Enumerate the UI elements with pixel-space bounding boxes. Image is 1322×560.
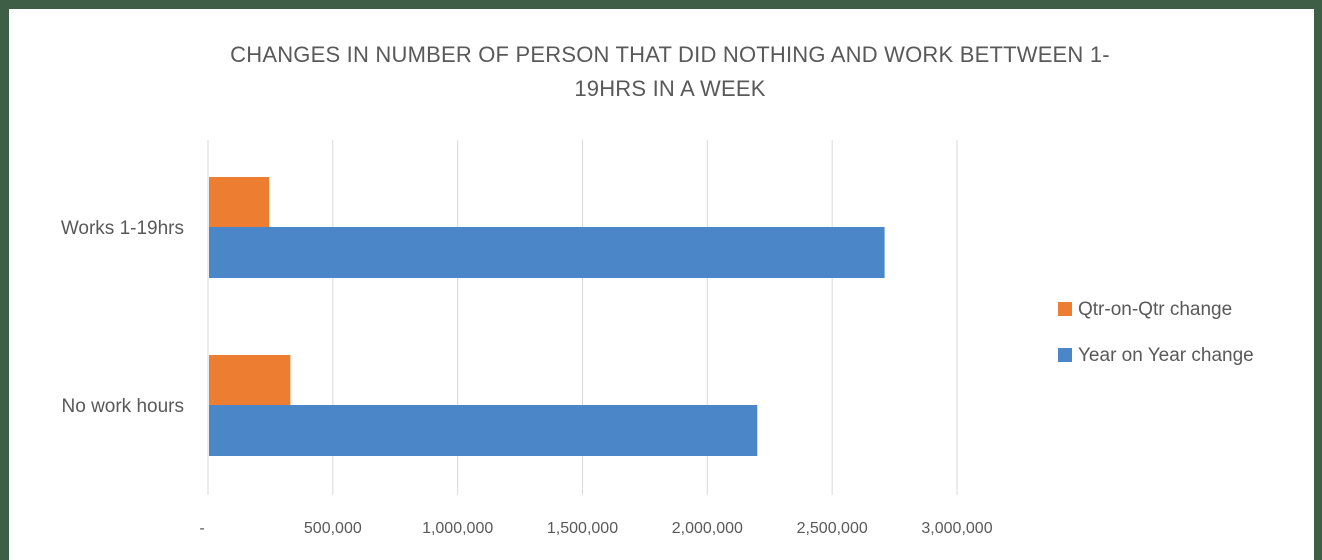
x-tick-label: 3,000,000 — [921, 520, 992, 537]
x-tick-label: 500,000 — [304, 520, 362, 537]
bar-year-on-year — [209, 405, 758, 456]
legend-swatch — [1058, 302, 1072, 316]
x-tick-label: 1,500,000 — [547, 520, 618, 537]
x-tick-label: 2,000,000 — [672, 520, 743, 537]
x-tick-label: 2,500,000 — [797, 520, 868, 537]
category-label: No work hours — [62, 396, 185, 417]
chart-title-line-2: 19HRS IN A WEEK — [574, 76, 766, 101]
x-axis-tick-labels: - 500,000 1,000,000 1,500,000 2,000,000 2,500… — [199, 520, 992, 537]
chart-title: CHANGES IN NUMBER OF PERSON THAT DID NOT… — [120, 38, 1220, 106]
legend-label: Qtr-on-Qtr change — [1078, 299, 1232, 320]
category-labels: Works 1-19hrs No work hours — [61, 218, 184, 417]
legend-swatch — [1058, 348, 1072, 362]
chart-title-line-1: CHANGES IN NUMBER OF PERSON THAT DID NOT… — [230, 42, 1110, 67]
legend-label: Year on Year change — [1078, 345, 1254, 366]
x-tick-label: 1,000,000 — [422, 520, 493, 537]
bar-qtr-on-qtr — [209, 177, 270, 228]
bar-year-on-year — [209, 227, 885, 278]
bar-qtr-on-qtr — [209, 355, 291, 406]
category-label: Works 1-19hrs — [61, 218, 184, 239]
x-tick-label: - — [199, 520, 204, 537]
bars — [209, 177, 885, 456]
legend: Qtr-on-Qtr change Year on Year change — [1058, 299, 1254, 366]
